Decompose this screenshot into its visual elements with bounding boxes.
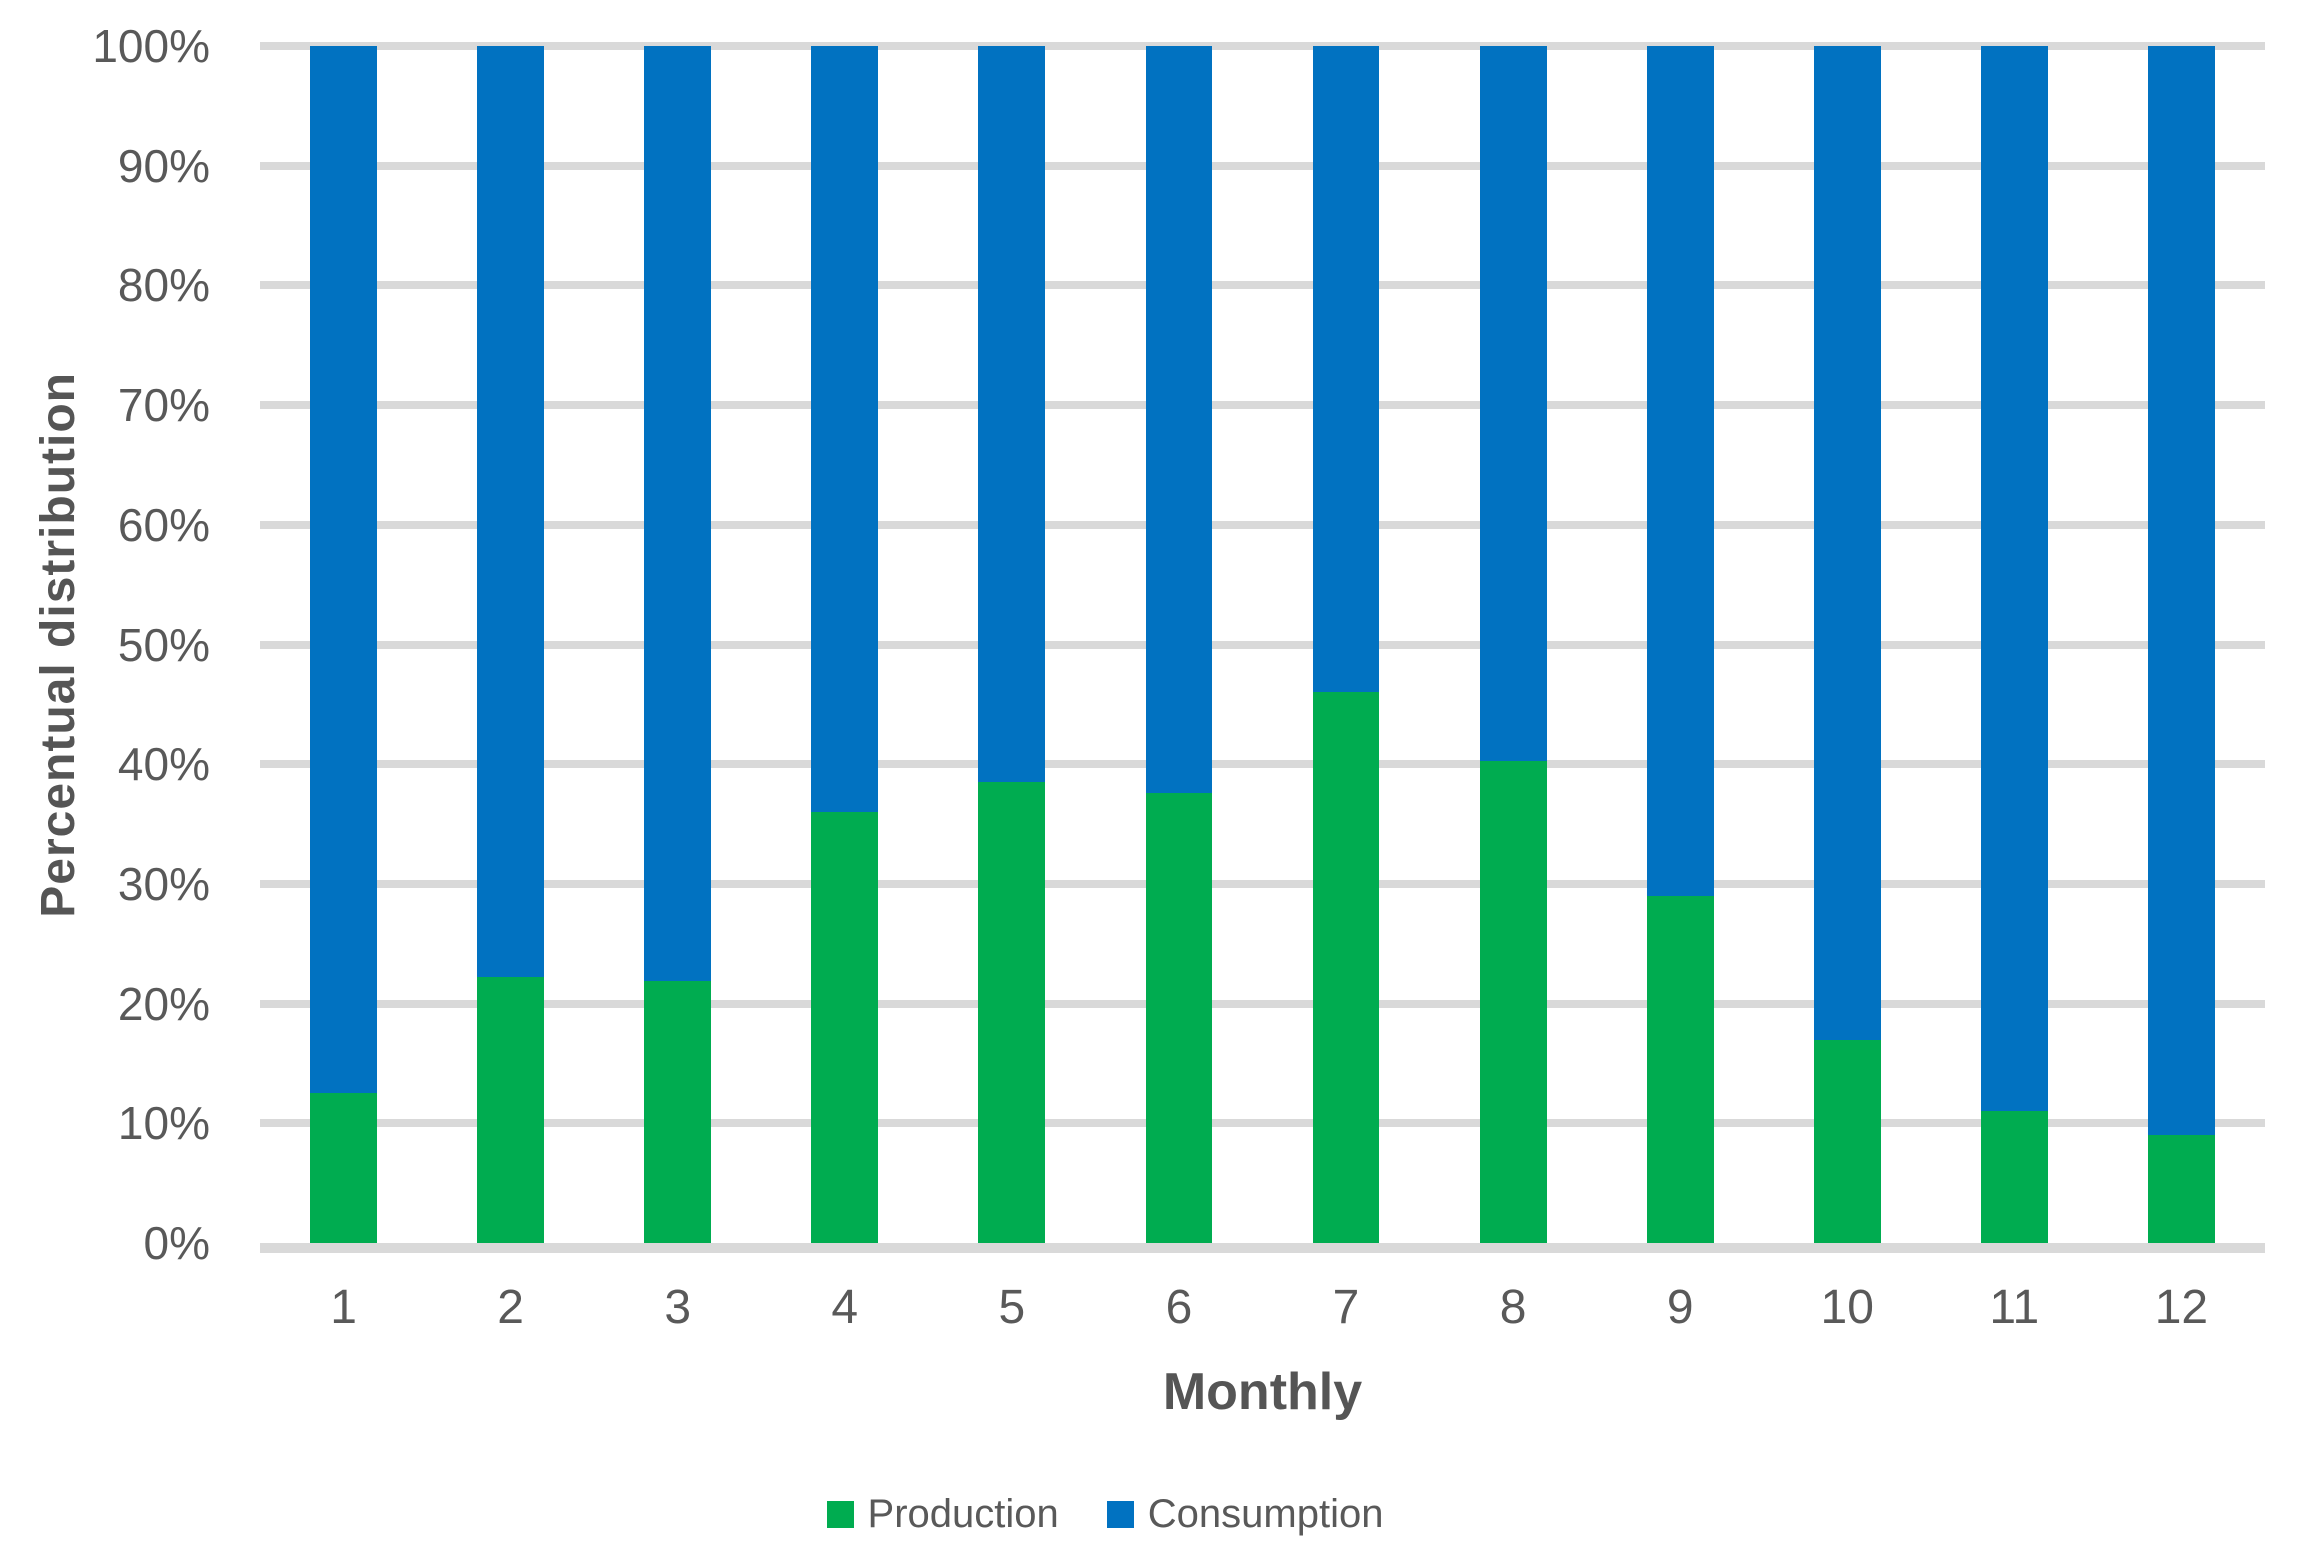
stacked-bar-12 (2147, 46, 2215, 1243)
x-tick-label-10: 10 (1820, 1281, 1874, 1334)
bar-slot-2 (427, 46, 594, 1243)
gridline-70% (260, 401, 2265, 410)
x-tick-label-7: 7 (1332, 1281, 1360, 1334)
stacked-bar-8 (1479, 46, 1547, 1243)
y-tick-label-20%: 20% (117, 977, 210, 1030)
gridline-40% (260, 760, 2265, 769)
y-tick-label-60%: 60% (117, 498, 210, 551)
bar-9-consumption-segment (1646, 46, 1714, 896)
stacked-bar-3 (644, 46, 712, 1243)
x-axis-title: Monthly (1162, 1363, 1363, 1421)
legend-item-consumption: Consumption (1106, 1492, 1384, 1537)
x-tick-label-2: 2 (497, 1281, 524, 1334)
bar-5-consumption-segment (978, 46, 1046, 783)
bar-slot-9 (1597, 46, 1764, 1243)
bar-slot-4 (761, 46, 928, 1243)
x-tick-label-11: 11 (1989, 1281, 2040, 1334)
stacked-bar-11 (1980, 46, 2048, 1243)
bar-slot-5 (928, 46, 1095, 1243)
x-tick-label-4: 4 (831, 1281, 859, 1334)
gridline-100% (260, 42, 2265, 50)
bar-slot-8 (1430, 46, 1597, 1243)
x-tick-label-1: 1 (330, 1281, 357, 1334)
bar-4-consumption-segment (811, 46, 879, 813)
bar-8-consumption-segment (1479, 46, 1547, 761)
bar-10-consumption-segment (1813, 46, 1881, 1040)
y-tick-label-80%: 80% (117, 259, 210, 312)
bar-slot-1 (260, 46, 427, 1243)
stacked-bar-9 (1646, 46, 1714, 1243)
bar-slot-10 (1764, 46, 1931, 1243)
bar-11-consumption-segment (1980, 46, 2048, 1112)
y-tick-label-40%: 40% (117, 738, 210, 791)
consumption-swatch-icon (1106, 1501, 1134, 1528)
bars (260, 46, 2265, 1243)
gridline-0% (260, 1243, 2265, 1253)
bar-7-production-segment (1312, 692, 1380, 1243)
bar-10-production-segment (1813, 1039, 1881, 1243)
bar-1-production-segment (310, 1093, 377, 1243)
bar-slot-11 (1931, 46, 2098, 1243)
gridline-30% (260, 879, 2265, 888)
stacked-bar-1 (310, 46, 377, 1243)
bar-12-consumption-segment (2147, 46, 2215, 1136)
bar-slot-6 (1095, 46, 1262, 1243)
bar-slot-7 (1262, 46, 1429, 1243)
bar-4-production-segment (811, 812, 879, 1243)
gridline-90% (260, 161, 2265, 170)
bar-11-production-segment (1980, 1111, 2048, 1243)
y-tick-label-90%: 90% (117, 139, 210, 192)
x-tick-label-5: 5 (998, 1281, 1026, 1334)
legend-label-consumption: Consumption (1147, 1492, 1384, 1536)
x-tick-label-3: 3 (664, 1281, 692, 1334)
y-tick-label-100%: 100% (92, 20, 210, 72)
legend-label-production: Production (867, 1492, 1059, 1536)
x-tick-label-9: 9 (1666, 1281, 1694, 1334)
x-axis-ticks: 1 2 3 4 5 6 7 8 9 10 11 12 (260, 1280, 2265, 1335)
stacked-bar-6 (1145, 46, 1213, 1243)
bar-5-production-segment (978, 782, 1046, 1243)
gridline-50% (260, 640, 2265, 649)
y-tick-label-70%: 70% (117, 379, 210, 432)
gridlines (260, 42, 2265, 1253)
y-axis-ticks: 0% 10% 20% 30% 40% 50% 60% 70% 80% 90% 100% (0, 20, 260, 1269)
bar-8-production-segment (1479, 760, 1547, 1243)
bar-2-production-segment (477, 977, 545, 1243)
x-tick-label-12: 12 (2154, 1281, 2209, 1334)
x-tick-label-6: 6 (1165, 1281, 1193, 1334)
legend-item-production: Production (826, 1492, 1059, 1537)
bar-3-production-segment (644, 980, 712, 1243)
bar-6-production-segment (1145, 792, 1213, 1243)
y-tick-label-10%: 10% (117, 1097, 210, 1150)
bar-1-consumption-segment (310, 46, 377, 1094)
y-tick-label-0%: 0% (143, 1217, 210, 1269)
bar-7-consumption-segment (1312, 46, 1380, 693)
stacked-bar-7 (1312, 46, 1380, 1243)
bar-12-production-segment (2147, 1135, 2215, 1243)
bar-slot-3 (594, 46, 761, 1243)
bar-slot-12 (2098, 46, 2265, 1243)
legend: Production Consumption (0, 1492, 2260, 1537)
gridline-60% (260, 520, 2265, 529)
gridline-80% (260, 281, 2265, 290)
stacked-bar-2 (477, 46, 545, 1243)
y-tick-label-30%: 30% (117, 857, 210, 910)
plot-area (260, 42, 2265, 1253)
stacked-bar-5 (978, 46, 1046, 1243)
stacked-bar-4 (811, 46, 879, 1243)
gridline-20% (260, 999, 2265, 1008)
stacked-bar-10 (1813, 46, 1881, 1243)
bar-3-consumption-segment (644, 46, 712, 981)
bar-9-production-segment (1646, 895, 1714, 1243)
production-swatch-icon (826, 1501, 854, 1528)
bar-2-consumption-segment (477, 46, 545, 978)
x-tick-label-8: 8 (1499, 1281, 1527, 1334)
bar-6-consumption-segment (1145, 46, 1213, 793)
y-tick-label-50%: 50% (117, 618, 210, 671)
gridline-10% (260, 1119, 2265, 1128)
